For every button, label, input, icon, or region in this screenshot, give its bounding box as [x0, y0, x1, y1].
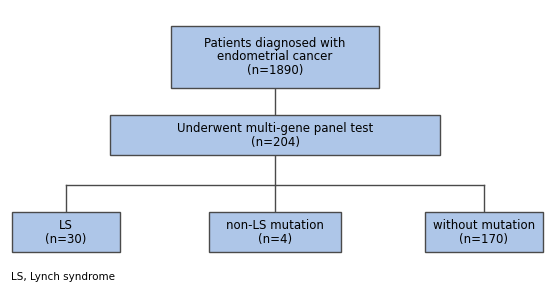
Text: LS, Lynch syndrome: LS, Lynch syndrome	[11, 272, 115, 282]
Text: LS: LS	[59, 219, 73, 232]
FancyBboxPatch shape	[425, 212, 543, 252]
Text: Patients diagnosed with: Patients diagnosed with	[204, 37, 346, 50]
Text: (n=30): (n=30)	[45, 233, 87, 246]
Text: (n=4): (n=4)	[258, 233, 292, 246]
FancyBboxPatch shape	[170, 26, 380, 88]
Text: endometrial cancer: endometrial cancer	[217, 50, 333, 64]
Text: (n=170): (n=170)	[459, 233, 509, 246]
Text: (n=204): (n=204)	[250, 136, 300, 149]
FancyBboxPatch shape	[209, 212, 341, 252]
FancyBboxPatch shape	[110, 115, 440, 155]
Text: (n=1890): (n=1890)	[247, 64, 303, 77]
Text: without mutation: without mutation	[433, 219, 535, 232]
Text: non-LS mutation: non-LS mutation	[226, 219, 324, 232]
Text: Underwent multi-gene panel test: Underwent multi-gene panel test	[177, 122, 373, 135]
FancyBboxPatch shape	[12, 212, 120, 252]
